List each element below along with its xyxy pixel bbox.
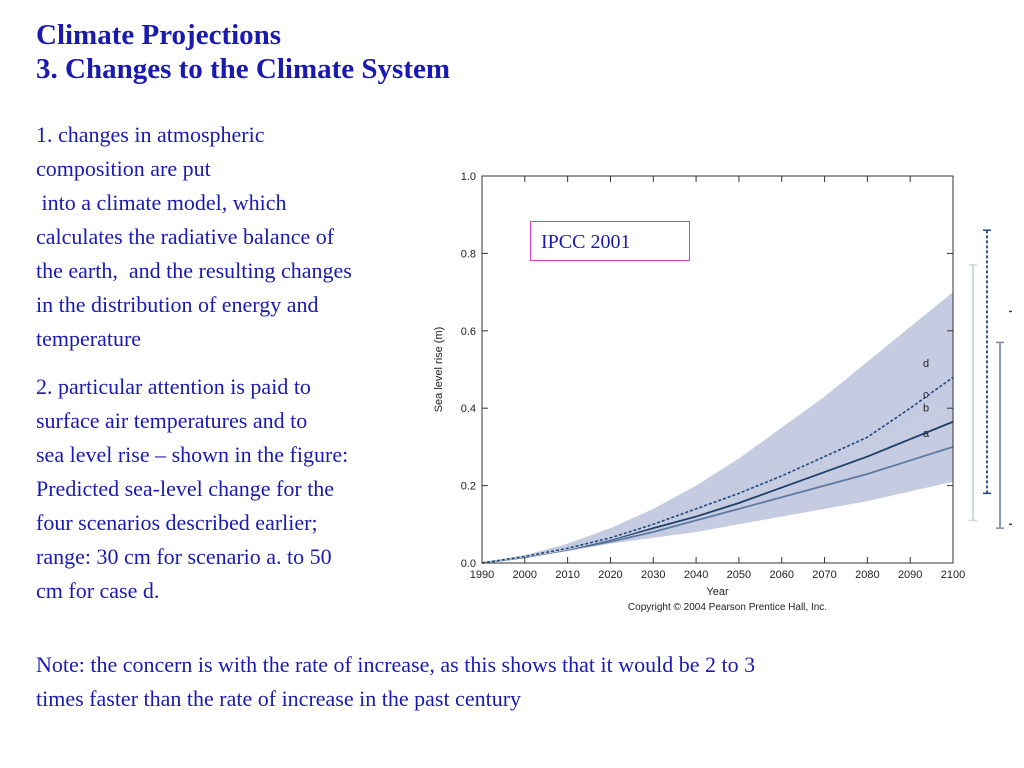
y-tick-label: 0.4	[461, 403, 476, 415]
copyright-label: Copyright © 2004 Pearson Prentice Hall, …	[628, 602, 827, 613]
x-tick-label: 2030	[641, 569, 665, 581]
x-tick-label: 2070	[812, 569, 836, 581]
y-tick-label: 0.8	[461, 248, 476, 260]
plot-frame	[481, 175, 954, 564]
para1-line: into a climate model, which	[36, 190, 287, 215]
series-label-a: a	[923, 428, 930, 440]
para1-line: in the distribution of energy and	[36, 292, 319, 317]
series-line-d	[481, 376, 954, 564]
y-tick-label: 1.0	[461, 171, 476, 183]
x-tick-label: 2060	[769, 569, 793, 581]
uncertainty-band	[482, 292, 953, 563]
x-tick-label: 2040	[684, 569, 708, 581]
ipcc-annotation-box: IPCC 2001	[530, 221, 690, 261]
note-line: times faster than the rate of increase i…	[36, 686, 522, 711]
series-label-d: d	[923, 358, 929, 370]
series-line-c	[481, 407, 954, 564]
para1-line: calculates the radiative balance of	[36, 224, 335, 249]
para2-line: range: 30 cm for scenario a. to 50	[36, 544, 332, 569]
x-axis-label: Year	[706, 586, 729, 598]
paragraph-2: 2. particular attention is paid to surfa…	[36, 370, 456, 608]
para1-line: 1. changes in atmospheric	[36, 122, 265, 147]
para2-line: sea level rise – shown in the figure:	[36, 442, 349, 467]
x-tick-label: 2100	[941, 569, 965, 581]
x-tick-label: 1990	[470, 569, 494, 581]
slide-title: Climate Projections 3. Changes to the Cl…	[36, 18, 450, 86]
title-line-2: 3. Changes to the Climate System	[36, 53, 451, 85]
para1-line: temperature	[36, 326, 142, 351]
x-tick-label: 2000	[513, 569, 537, 581]
note-paragraph: Note: the concern is with the rate of in…	[36, 648, 996, 716]
note-line: Note: the concern is with the rate of in…	[36, 652, 756, 677]
y-tick-label: 0.0	[461, 558, 476, 570]
para2-line: Predicted sea-level change for the	[36, 476, 335, 501]
x-tick-label: 2050	[727, 569, 751, 581]
x-tick-label: 2010	[555, 569, 579, 581]
x-tick-label: 2080	[855, 569, 879, 581]
y-tick-label: 0.2	[461, 481, 476, 493]
paragraph-1: 1. changes in atmospheric composition ar…	[36, 118, 456, 356]
series-label-b: b	[923, 403, 929, 415]
para2-line: cm for case d.	[36, 578, 160, 603]
y-axis-label: Sea level rise (m)	[433, 327, 445, 413]
para2-line: 2. particular attention is paid to	[36, 374, 311, 399]
para2-line: surface air temperatures and to	[36, 408, 308, 433]
para2-line: four scenarios described earlier;	[36, 510, 318, 535]
title-line-1: Climate Projections	[36, 19, 282, 51]
para1-line: composition are put	[36, 156, 211, 181]
x-tick-label: 2020	[598, 569, 622, 581]
series-label-c: c	[923, 389, 929, 401]
sea-level-chart: a bc d 1990 2000 2010 2020 2030 2040 2050 2060 2070…	[433, 171, 1012, 613]
para1-line: the earth, and the resulting changes	[36, 258, 352, 283]
y-tick-label: 0.6	[461, 326, 476, 338]
x-tick-label: 2090	[898, 569, 922, 581]
